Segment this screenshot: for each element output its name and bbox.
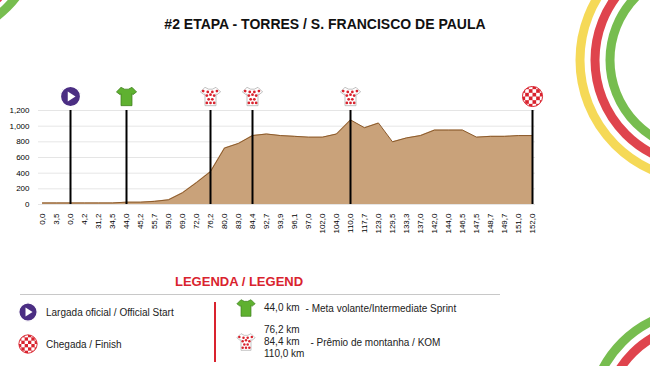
svg-text:69,0: 69,0 bbox=[178, 213, 187, 229]
svg-text:123,0: 123,0 bbox=[374, 213, 383, 234]
svg-text:34,5: 34,5 bbox=[108, 213, 117, 229]
html-text:- Meta volante/Intermediate Sp: - Meta volante/Intermediate Sprint bbox=[305, 302, 457, 314]
svg-text:600: 600 bbox=[16, 153, 30, 162]
svg-text:149,7: 149,7 bbox=[500, 213, 509, 234]
svg-text:142,0: 142,0 bbox=[430, 213, 439, 234]
svg-text:80,0: 80,0 bbox=[220, 213, 229, 229]
html-text:76,2 km: 76,2 km bbox=[264, 324, 300, 335]
svg-text:146,5: 146,5 bbox=[458, 213, 467, 234]
svg-text:55,7: 55,7 bbox=[150, 213, 159, 229]
svg-text:31,2: 31,2 bbox=[94, 213, 103, 229]
svg-text:72,0: 72,0 bbox=[192, 213, 201, 229]
svg-text:102,0: 102,0 bbox=[318, 213, 327, 234]
svg-text:1,200: 1,200 bbox=[9, 106, 30, 115]
svg-text:76,2: 76,2 bbox=[206, 213, 215, 229]
svg-text:0,0: 0,0 bbox=[38, 213, 47, 225]
svg-text:45,2: 45,2 bbox=[136, 213, 145, 229]
svg-text:92,7: 92,7 bbox=[262, 213, 271, 229]
svg-text:104,0: 104,0 bbox=[332, 213, 341, 234]
svg-text:148,7: 148,7 bbox=[486, 213, 495, 234]
svg-text:4,2: 4,2 bbox=[80, 213, 89, 225]
svg-text:144,0: 144,0 bbox=[444, 213, 453, 234]
html-text:Largada oficial / Official Sta: Largada oficial / Official Start bbox=[46, 306, 174, 318]
svg-text:0: 0 bbox=[25, 200, 30, 209]
svg-text:151,0: 151,0 bbox=[514, 213, 523, 234]
svg-text:147,5: 147,5 bbox=[472, 213, 481, 234]
svg-text:400: 400 bbox=[16, 169, 30, 178]
html-text:LEGENDA / LEGEND: LEGENDA / LEGEND bbox=[175, 274, 304, 289]
svg-text:800: 800 bbox=[16, 137, 30, 146]
html-text:110,0 km: 110,0 km bbox=[264, 348, 305, 359]
svg-text:152,0: 152,0 bbox=[528, 213, 537, 234]
html-text:44,0 km: 44,0 km bbox=[264, 302, 300, 313]
svg-text:133,3: 133,3 bbox=[402, 213, 411, 234]
svg-text:0,0: 0,0 bbox=[66, 213, 75, 225]
svg-text:129,5: 129,5 bbox=[388, 213, 397, 234]
svg-text:93,9: 93,9 bbox=[276, 213, 285, 229]
svg-text:3,5: 3,5 bbox=[52, 213, 61, 225]
svg-text:59,0: 59,0 bbox=[164, 213, 173, 229]
svg-text:83,0: 83,0 bbox=[234, 213, 243, 229]
html-text:#2 ETAPA - TORRES / S. FRANCIS: #2 ETAPA - TORRES / S. FRANCISCO DE PAUL… bbox=[164, 16, 486, 32]
html-text:84,4 km: 84,4 km bbox=[264, 336, 300, 347]
svg-text:97,0: 97,0 bbox=[304, 213, 313, 229]
svg-text:84,4: 84,4 bbox=[248, 213, 257, 229]
html-text:Chegada / Finish: Chegada / Finish bbox=[46, 338, 122, 350]
html-text:- Prêmio de montanha / KOM: - Prêmio de montanha / KOM bbox=[310, 336, 441, 348]
svg-text:137,0: 137,0 bbox=[416, 213, 425, 234]
svg-text:44,0: 44,0 bbox=[122, 213, 131, 229]
svg-text:117,7: 117,7 bbox=[360, 213, 369, 233]
svg-text:110,0: 110,0 bbox=[346, 213, 355, 233]
svg-text:200: 200 bbox=[16, 184, 30, 193]
svg-text:1,000: 1,000 bbox=[9, 122, 30, 131]
svg-text:96,1: 96,1 bbox=[290, 213, 299, 229]
